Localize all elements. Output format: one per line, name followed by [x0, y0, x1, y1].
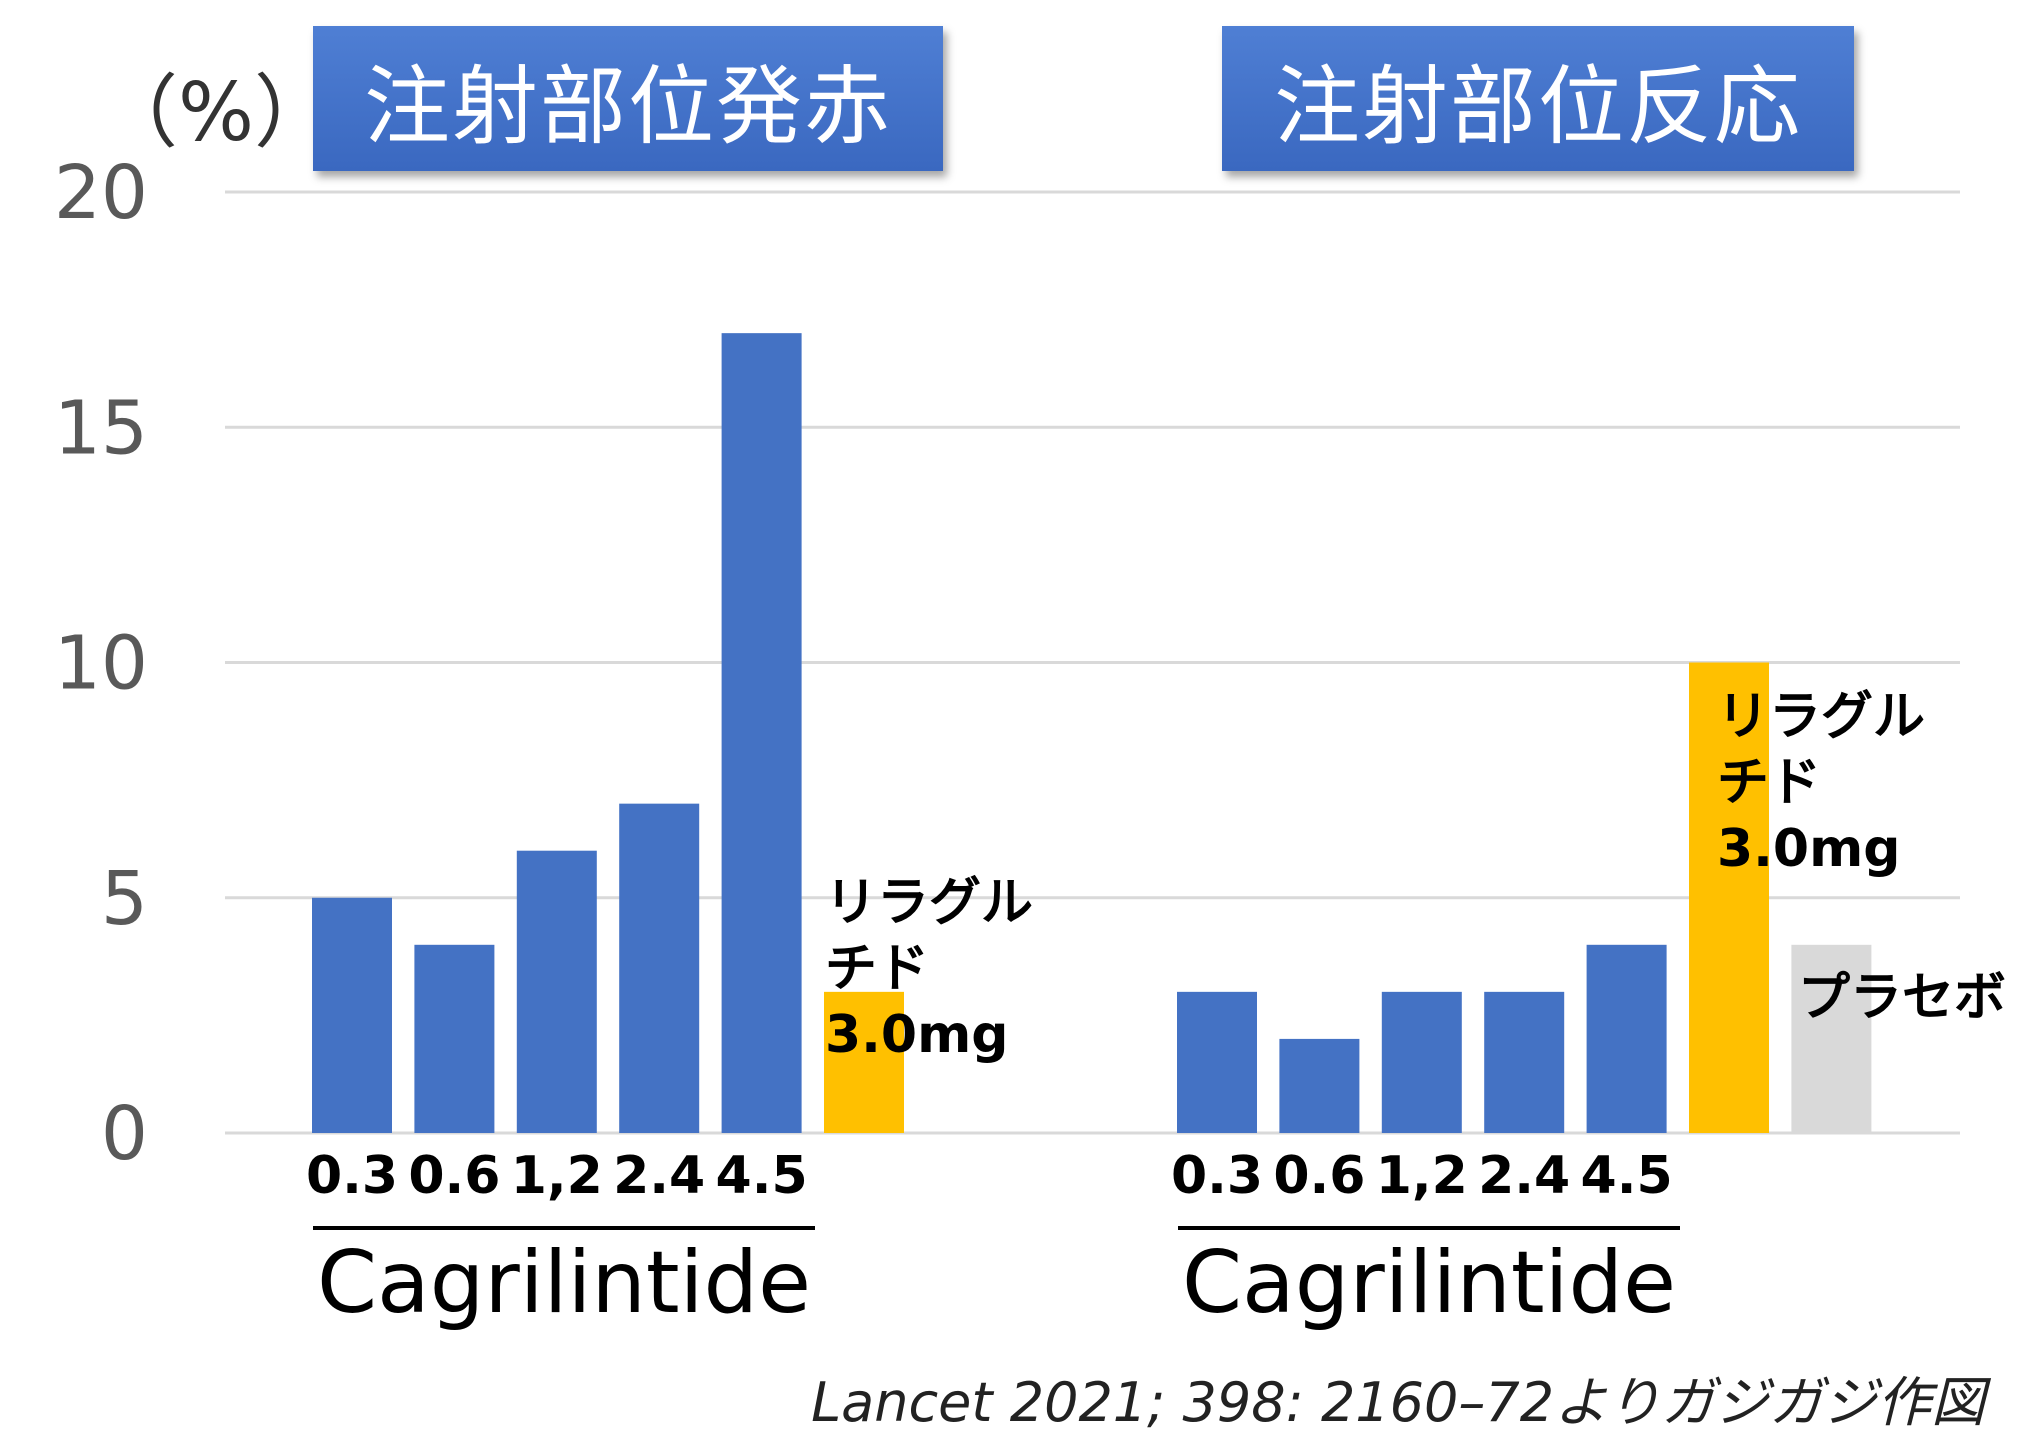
bar-data-label: チド	[1717, 753, 1821, 813]
x-tick-label: 4.5	[716, 1146, 808, 1206]
bar-cagrilintide	[1484, 991, 1565, 1133]
bar-cagrilintide	[414, 944, 495, 1133]
group-label: Cagrilintide	[1182, 1233, 1676, 1333]
x-tick-label: 0.6	[1273, 1146, 1365, 1206]
bar-data-label: 3.0mg	[1717, 819, 1901, 879]
bar-data-label: プラセボ	[1798, 968, 2006, 1028]
bar-data-label: 3.0mg	[825, 1005, 1009, 1065]
bar-placebo	[1791, 944, 1872, 1133]
x-tick-label: 2.4	[613, 1146, 705, 1206]
y-unit-label: （%）	[98, 66, 335, 159]
x-tick-label: 4.5	[1581, 1146, 1673, 1206]
source-note: Lancet 2021; 398: 2160–72よりガジガジ作図	[811, 1371, 1985, 1434]
bar-cagrilintide	[1177, 991, 1257, 1133]
bar-cagrilintide	[619, 803, 700, 1133]
bar-data-label: リラグル	[1717, 687, 1925, 747]
y-tick-label: 0	[101, 1091, 148, 1177]
y-tick-label: 5	[101, 856, 148, 942]
bar-cagrilintide	[516, 850, 597, 1133]
bar-cagrilintide	[1586, 944, 1667, 1133]
x-tick-label: 1,2	[511, 1146, 603, 1206]
x-tick-label: 2.4	[1478, 1146, 1570, 1206]
x-tick-label: 0.3	[306, 1146, 398, 1206]
panel-2-title: 注射部位反応	[1222, 26, 1854, 171]
bar-liraglutide	[824, 991, 904, 1133]
bar-cagrilintide	[721, 333, 802, 1133]
x-tick-label: 1,2	[1376, 1146, 1468, 1206]
panel-1-title: 注射部位発赤	[313, 26, 943, 171]
bar-data-label: チド	[825, 939, 929, 999]
y-tick-label: 15	[54, 385, 148, 471]
x-tick-label: 0.6	[408, 1146, 500, 1206]
group-label: Cagrilintide	[317, 1233, 811, 1333]
bar-cagrilintide	[1279, 1038, 1360, 1133]
y-tick-label: 20	[54, 150, 148, 236]
bar-liraglutide	[1689, 662, 1769, 1133]
bar-cagrilintide	[1381, 991, 1462, 1133]
bar-data-label: リラグル	[825, 873, 1033, 933]
y-tick-label: 10	[54, 621, 148, 707]
x-tick-label: 0.3	[1171, 1146, 1263, 1206]
bar-cagrilintide	[312, 897, 392, 1133]
